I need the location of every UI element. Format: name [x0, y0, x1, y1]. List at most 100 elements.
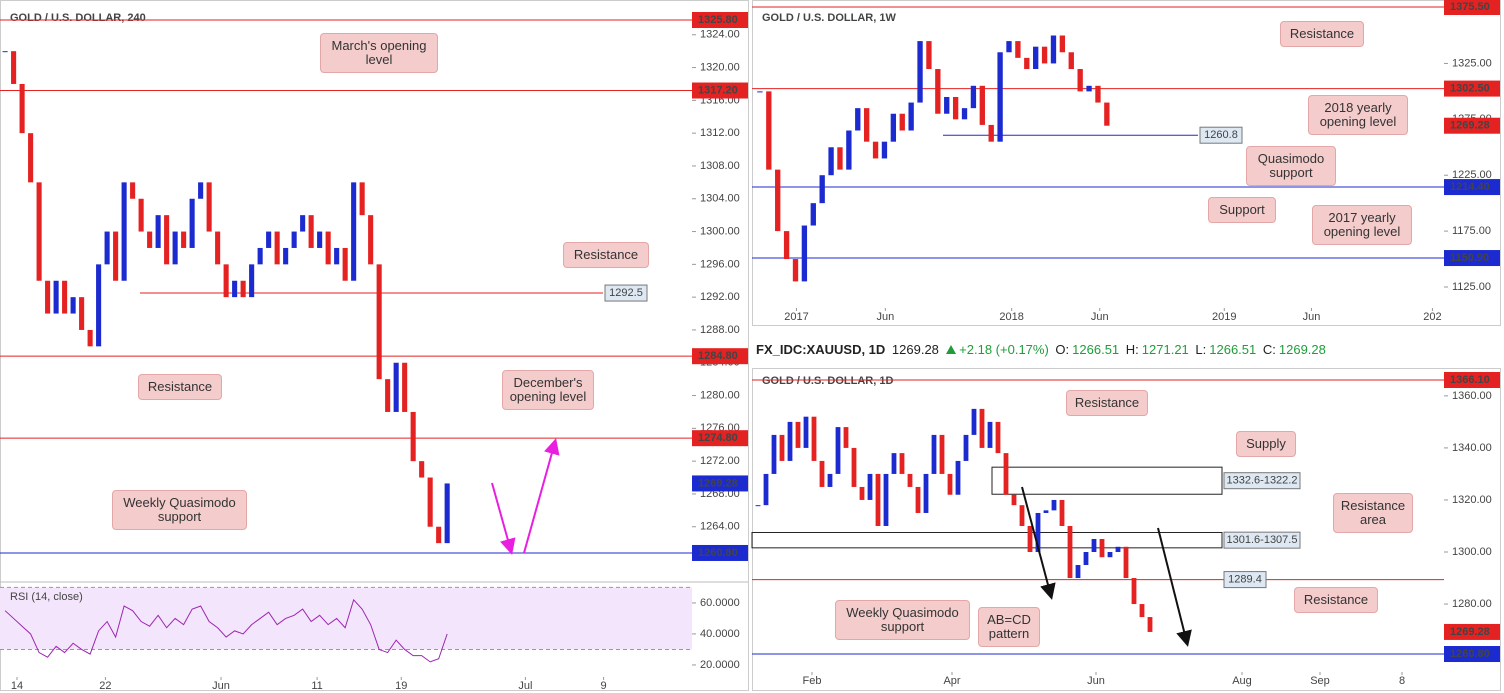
open-label: O: — [1055, 342, 1070, 357]
price-tag — [1444, 0, 1500, 15]
candle — [795, 421, 801, 448]
candle — [1068, 52, 1074, 70]
y-tick-label: 1320.00 — [1452, 494, 1492, 506]
high-label: H: — [1125, 342, 1139, 357]
candle — [87, 329, 93, 347]
candle — [1091, 538, 1097, 553]
candle — [198, 182, 204, 199]
level-box-label: 1289.4 — [1228, 573, 1262, 585]
callout: Resistance — [1066, 390, 1148, 416]
candle — [1051, 499, 1057, 511]
candle — [206, 182, 212, 232]
candle — [351, 182, 357, 281]
up-icon — [945, 345, 956, 354]
candle — [291, 231, 297, 248]
zone — [751, 531, 1223, 549]
candle — [223, 264, 229, 298]
y-tick-label: 1300.00 — [1452, 546, 1492, 558]
level-box — [1223, 571, 1267, 589]
price-tag-label: 1375.50 — [1450, 1, 1490, 13]
candle — [944, 96, 950, 114]
candle — [771, 434, 777, 474]
price-tag-label: 1269.28 — [1450, 120, 1490, 132]
candle — [1043, 510, 1049, 513]
candle — [855, 108, 861, 131]
callout: Quasimodo support — [1246, 146, 1336, 186]
candle — [427, 477, 433, 527]
y-tick-label: 1324.00 — [700, 29, 740, 41]
price-tag-label: 1274.80 — [698, 432, 738, 444]
callout: Supply — [1236, 431, 1296, 457]
candle — [113, 231, 119, 281]
y-tick-label: 1225.00 — [1452, 169, 1492, 181]
y-tick-label: 1340.00 — [1452, 442, 1492, 454]
candle — [376, 264, 382, 380]
candle — [1067, 525, 1073, 579]
x-tick-label: 202 — [1423, 311, 1441, 323]
x-tick-label: 2018 — [999, 311, 1023, 323]
x-tick-label: Apr — [943, 675, 960, 687]
price-tag-label: 1269.28 — [1450, 626, 1490, 638]
price-tag-label: 1214.40 — [1450, 181, 1490, 193]
candle — [1131, 578, 1137, 605]
price-tag-label: 1150.90 — [1450, 252, 1489, 264]
candle — [763, 473, 769, 506]
candle — [837, 147, 843, 170]
candle — [317, 231, 323, 248]
candle — [1024, 57, 1030, 70]
callout: Weekly Quasimodo support — [112, 490, 247, 530]
candle — [1059, 499, 1065, 526]
candle — [935, 69, 941, 114]
high: 1271.21 — [1141, 342, 1189, 357]
panel-frame — [752, 368, 1501, 691]
candle — [147, 231, 153, 248]
candle — [385, 379, 391, 412]
zone-label: 1332.6-1322.2 — [1227, 475, 1298, 487]
candle — [1027, 525, 1033, 553]
candle — [19, 83, 25, 134]
candle — [915, 486, 921, 513]
panel-frame — [0, 0, 749, 691]
candle — [1006, 41, 1012, 53]
price-tag-label: 1284.80 — [698, 350, 738, 362]
y-tick-label: 1175.00 — [1452, 225, 1491, 237]
x-tick-label: Jul — [518, 680, 532, 692]
zone-label-box — [1223, 472, 1301, 490]
candle — [783, 231, 790, 260]
price-tag — [1444, 117, 1500, 134]
x-tick-label: 11 — [311, 680, 322, 692]
close: 1269.28 — [1278, 342, 1326, 357]
candle — [819, 460, 825, 487]
y-tick-label: 1280.00 — [1452, 598, 1492, 610]
candle — [851, 447, 857, 487]
candle — [1077, 69, 1083, 92]
level-box — [604, 284, 648, 302]
price-tag — [692, 430, 748, 447]
price-tag-label: 1260.80 — [698, 547, 738, 559]
candle — [971, 408, 977, 435]
candle — [810, 203, 816, 226]
candle — [121, 182, 127, 281]
arrow — [1021, 486, 1056, 600]
price-tag — [692, 544, 748, 561]
candle — [819, 175, 825, 204]
candle — [947, 473, 953, 495]
price-tag — [692, 475, 748, 492]
x-tick-label: Jun — [1091, 311, 1109, 323]
candle — [79, 297, 85, 330]
price-tag-label: 1317.20 — [698, 84, 738, 96]
candle — [1011, 494, 1017, 506]
candle — [393, 362, 399, 412]
candle — [766, 91, 772, 170]
candle — [881, 141, 888, 159]
callout: 2017 yearly opening level — [1312, 205, 1412, 245]
candle — [843, 427, 849, 448]
candle — [53, 280, 59, 314]
price-tag — [692, 348, 748, 365]
candle — [988, 124, 994, 142]
candle — [96, 264, 102, 347]
x-tick-label: 9 — [601, 680, 607, 692]
candle — [970, 85, 977, 109]
